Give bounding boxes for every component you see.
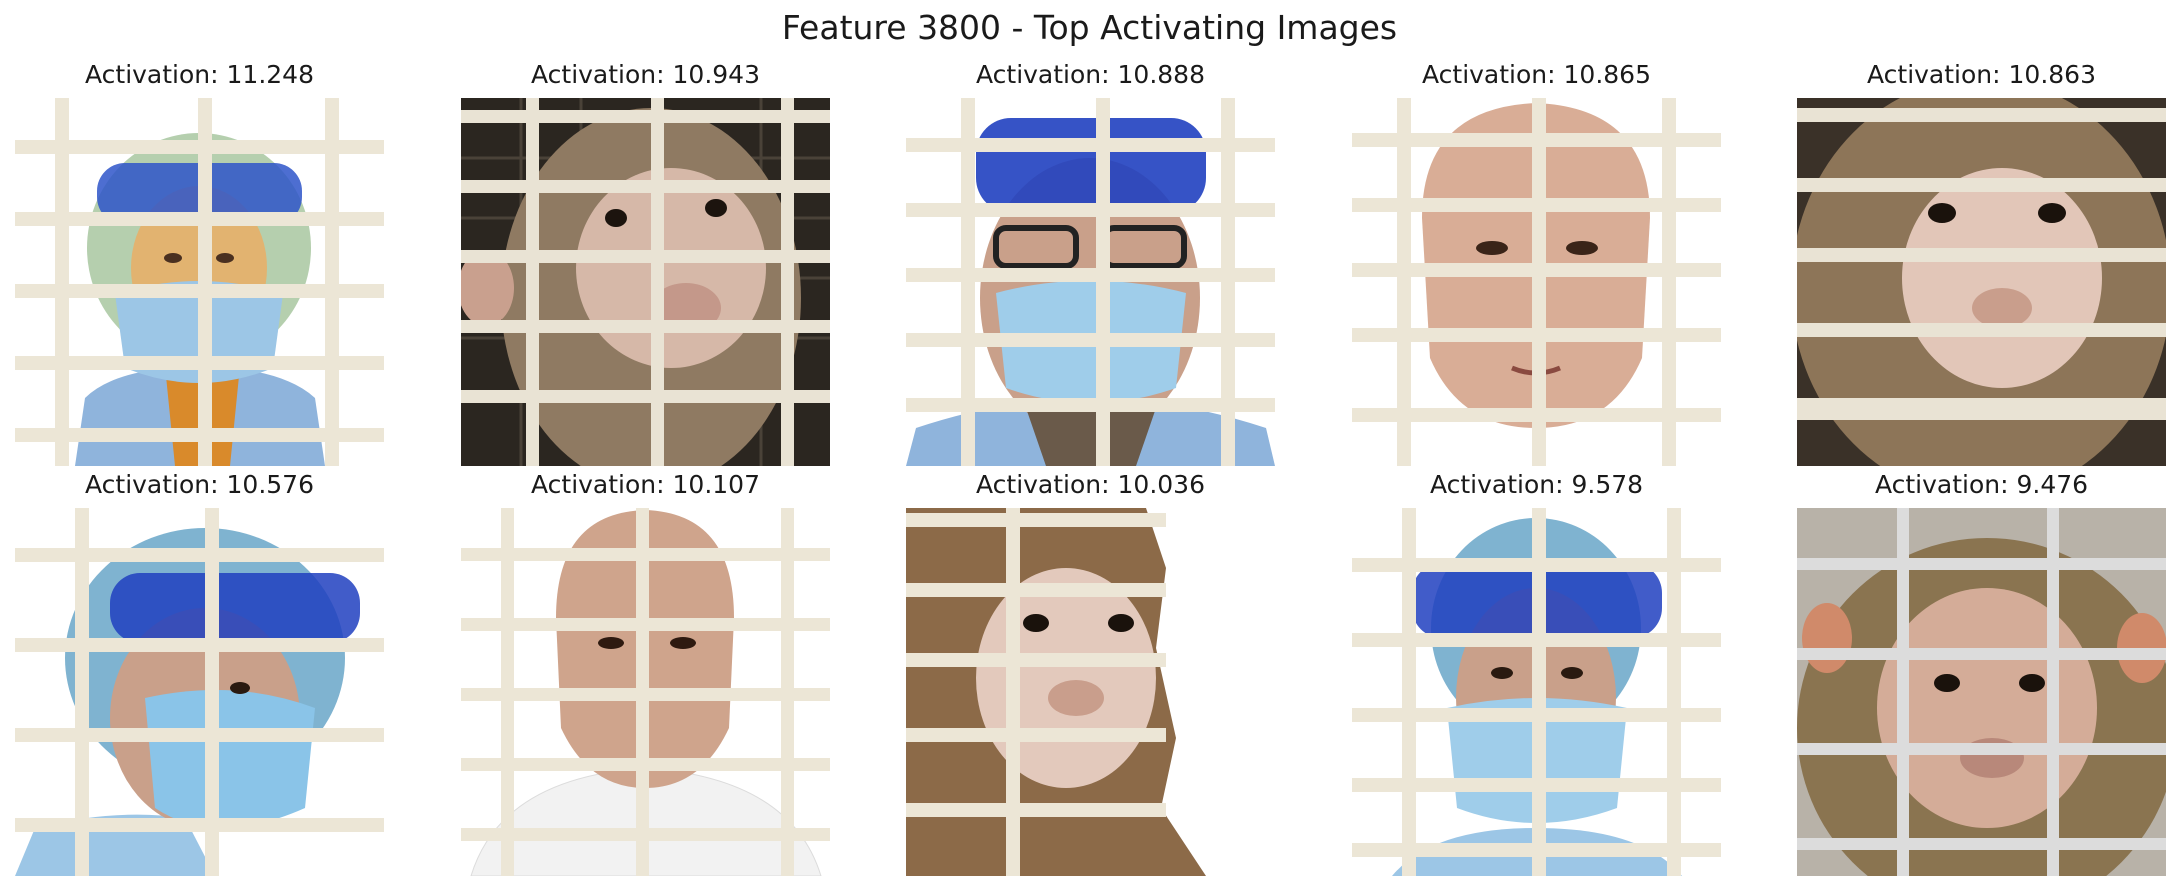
image-person-ppe-glasses: [906, 98, 1275, 466]
activation-caption: Activation: 10.576: [84, 470, 314, 499]
activation-caption: Activation: 10.036: [975, 470, 1205, 499]
activation-caption: Activation: 10.863: [1866, 60, 2096, 89]
activation-caption: Activation: 10.943: [530, 60, 760, 89]
activation-caption: Activation: 10.888: [975, 60, 1205, 89]
activation-caption: Activation: 10.865: [1421, 60, 1651, 89]
image-person-ppe: [15, 98, 384, 466]
image-monkey: [461, 98, 830, 466]
activation-caption: Activation: 10.107: [530, 470, 760, 499]
activation-caption: Activation: 9.476: [1874, 470, 2089, 499]
activation-caption: Activation: 11.248: [84, 60, 314, 89]
image-person-ppe: [15, 508, 384, 876]
figure-title: Feature 3800 - Top Activating Images: [781, 8, 1398, 47]
image-bald-man: [461, 508, 830, 876]
image-person-ppe: [1352, 508, 1721, 876]
image-monkey-cutout: [906, 508, 1275, 876]
image-monkey: [1797, 98, 2166, 466]
activation-caption: Activation: 9.578: [1429, 470, 1644, 499]
image-monkey: [1797, 508, 2166, 876]
image-bald-man: [1352, 98, 1721, 466]
